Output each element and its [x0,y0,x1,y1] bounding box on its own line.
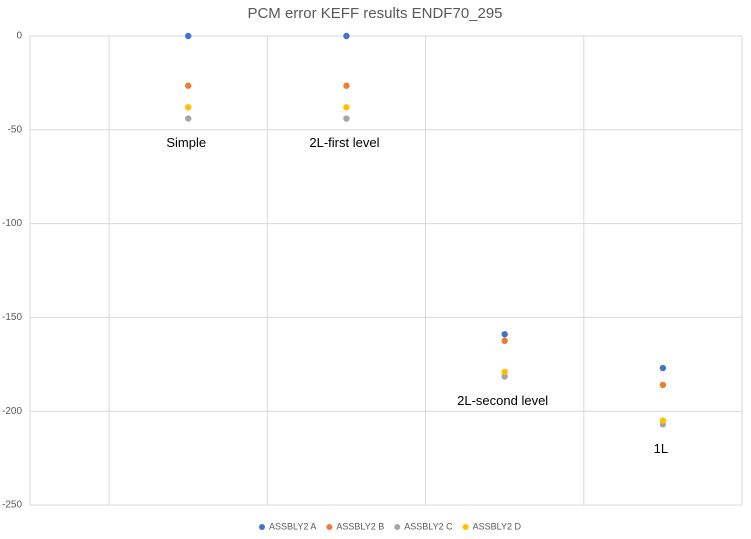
y-tick-label: -200 [2,406,22,417]
category-label: Simple [166,135,206,150]
legend-label: ASSBLY2 D [473,521,522,531]
point [185,82,192,89]
point [343,82,350,89]
point [185,104,192,111]
point [185,32,192,40]
point [659,381,667,389]
category-label: 2L-second level [457,393,548,408]
category-label: 2L-first level [309,135,379,150]
point [659,364,667,372]
point [501,337,508,345]
point [501,331,508,338]
y-tick-label: -50 [8,124,23,135]
y-tick-label: -100 [2,218,22,229]
legend-marker [259,524,265,530]
y-tick-label: -150 [2,312,22,323]
point [501,373,508,380]
point [343,32,350,40]
legend-label: ASSBLY2 C [404,521,453,531]
point [659,417,667,424]
legend-marker [462,524,469,530]
point [343,104,350,111]
category-label: 1L [654,441,668,456]
chart-title: PCM error KEFF results ENDF70_295 [247,5,502,22]
point [185,115,192,122]
y-tick-label: -250 [2,500,22,511]
legend-marker [394,524,401,530]
point [501,368,508,376]
legend-label: ASSBLY2 B [336,521,384,531]
legend-marker [326,524,333,530]
point [343,115,350,122]
legend-label: ASSBLY2 A [269,521,316,531]
y-tick-label: 0 [16,31,22,42]
